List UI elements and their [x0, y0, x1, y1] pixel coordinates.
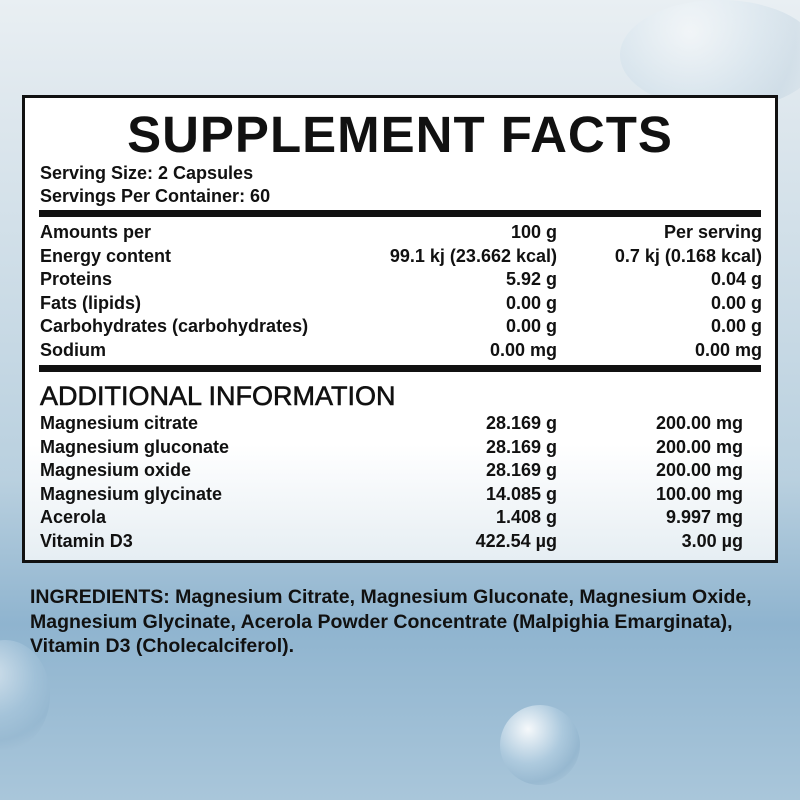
serving-size: Serving Size: 2 Capsules — [40, 163, 254, 183]
table-row: Energy content 99.1 kj (23.662 kcal) 0.7 k… — [40, 245, 762, 268]
per-serving-value: Per serving — [663, 222, 762, 242]
row-label: Energy content — [40, 245, 172, 266]
panel-title: SUPPLEMENT FACTS — [127, 106, 673, 163]
per-100g-value: 100 g — [510, 222, 557, 242]
per-100g-value: 28.169 g — [485, 460, 557, 480]
background-bubble — [500, 705, 580, 785]
row-label: Magnesium oxide — [40, 460, 192, 480]
servings-per-container: Servings Per Container: 60 — [40, 186, 271, 206]
row-label: Magnesium glycinate — [40, 483, 223, 504]
background-bubble — [620, 0, 800, 110]
ingredients-list: Magnesium Citrate, Magnesium Gluconate, … — [30, 586, 752, 657]
per-100g-value: 0.00 g — [505, 292, 557, 313]
per-serving-value: 100.00 mg — [655, 483, 743, 504]
table-row: Sodium 0.00 mg 0.00 mg — [40, 339, 762, 362]
per-100g-value: 28.169 g — [485, 436, 557, 457]
per-serving-value: 9.997 mg — [665, 507, 743, 527]
table-row: Vitamin D3 422.54 µg 3.00 µg — [40, 530, 762, 553]
divider — [39, 210, 761, 217]
table-row: Magnesium gluconate 28.169 g 200.00 mg — [40, 436, 762, 459]
row-label: Proteins — [40, 269, 113, 289]
per-100g-value: 422.54 µg — [475, 530, 557, 551]
table-header-row: Amounts per 100 g Per serving — [40, 221, 762, 244]
table-row: Magnesium oxide 28.169 g 200.00 mg — [40, 459, 762, 482]
per-100g-value: 99.1 kj (23.662 kcal) — [389, 245, 557, 266]
per-serving-value: 0.00 g — [710, 316, 762, 336]
table-row: Carbohydrates (carbohydrates) 0.00 g 0.00 … — [40, 315, 762, 338]
row-label: Carbohydrates (carbohydrates) — [40, 316, 309, 336]
supplement-facts-panel: SUPPLEMENT FACTS Serving Size: 2 Capsule… — [22, 95, 778, 563]
per-serving-value: 200.00 mg — [655, 460, 743, 480]
row-label: Amounts per — [40, 222, 152, 242]
row-label: Magnesium citrate — [40, 413, 199, 433]
per-serving-value: 200.00 mg — [655, 413, 743, 433]
table-row: Proteins 5.92 g 0.04 g — [40, 268, 762, 291]
table-row: Magnesium citrate 28.169 g 200.00 mg — [40, 412, 762, 435]
per-serving-value: 200.00 mg — [655, 436, 743, 457]
per-100g-value: 0.00 mg — [489, 339, 557, 360]
per-serving-value: 3.00 µg — [681, 530, 743, 551]
per-serving-value: 0.04 g — [710, 269, 762, 289]
per-serving-value: 0.00 mg — [694, 339, 762, 360]
per-100g-value: 5.92 g — [505, 269, 557, 289]
ingredients-label: INGREDIENTS: — [30, 586, 170, 608]
row-label: Magnesium gluconate — [40, 436, 230, 457]
table-row: Acerola 1.408 g 9.997 mg — [40, 506, 762, 529]
additional-info-heading: ADDITIONAL INFORMATION — [40, 381, 396, 412]
row-label: Sodium — [40, 339, 106, 360]
row-label: Vitamin D3 — [40, 530, 133, 551]
per-serving-value: 0.7 kj (0.168 kcal) — [614, 245, 762, 266]
per-100g-value: 1.408 g — [495, 507, 557, 527]
table-row: Fats (lipids) 0.00 g 0.00 g — [40, 292, 762, 315]
per-100g-value: 14.085 g — [485, 483, 557, 504]
table-row: Magnesium glycinate 14.085 g 100.00 mg — [40, 483, 762, 506]
per-100g-value: 28.169 g — [485, 413, 557, 433]
per-serving-value: 0.00 g — [710, 292, 762, 313]
row-label: Fats (lipids) — [40, 292, 142, 313]
per-100g-value: 0.00 g — [505, 316, 557, 336]
row-label: Acerola — [40, 507, 107, 527]
divider — [39, 365, 761, 372]
ingredients-text: INGREDIENTS: Magnesium Citrate, Magnesiu… — [30, 585, 790, 659]
